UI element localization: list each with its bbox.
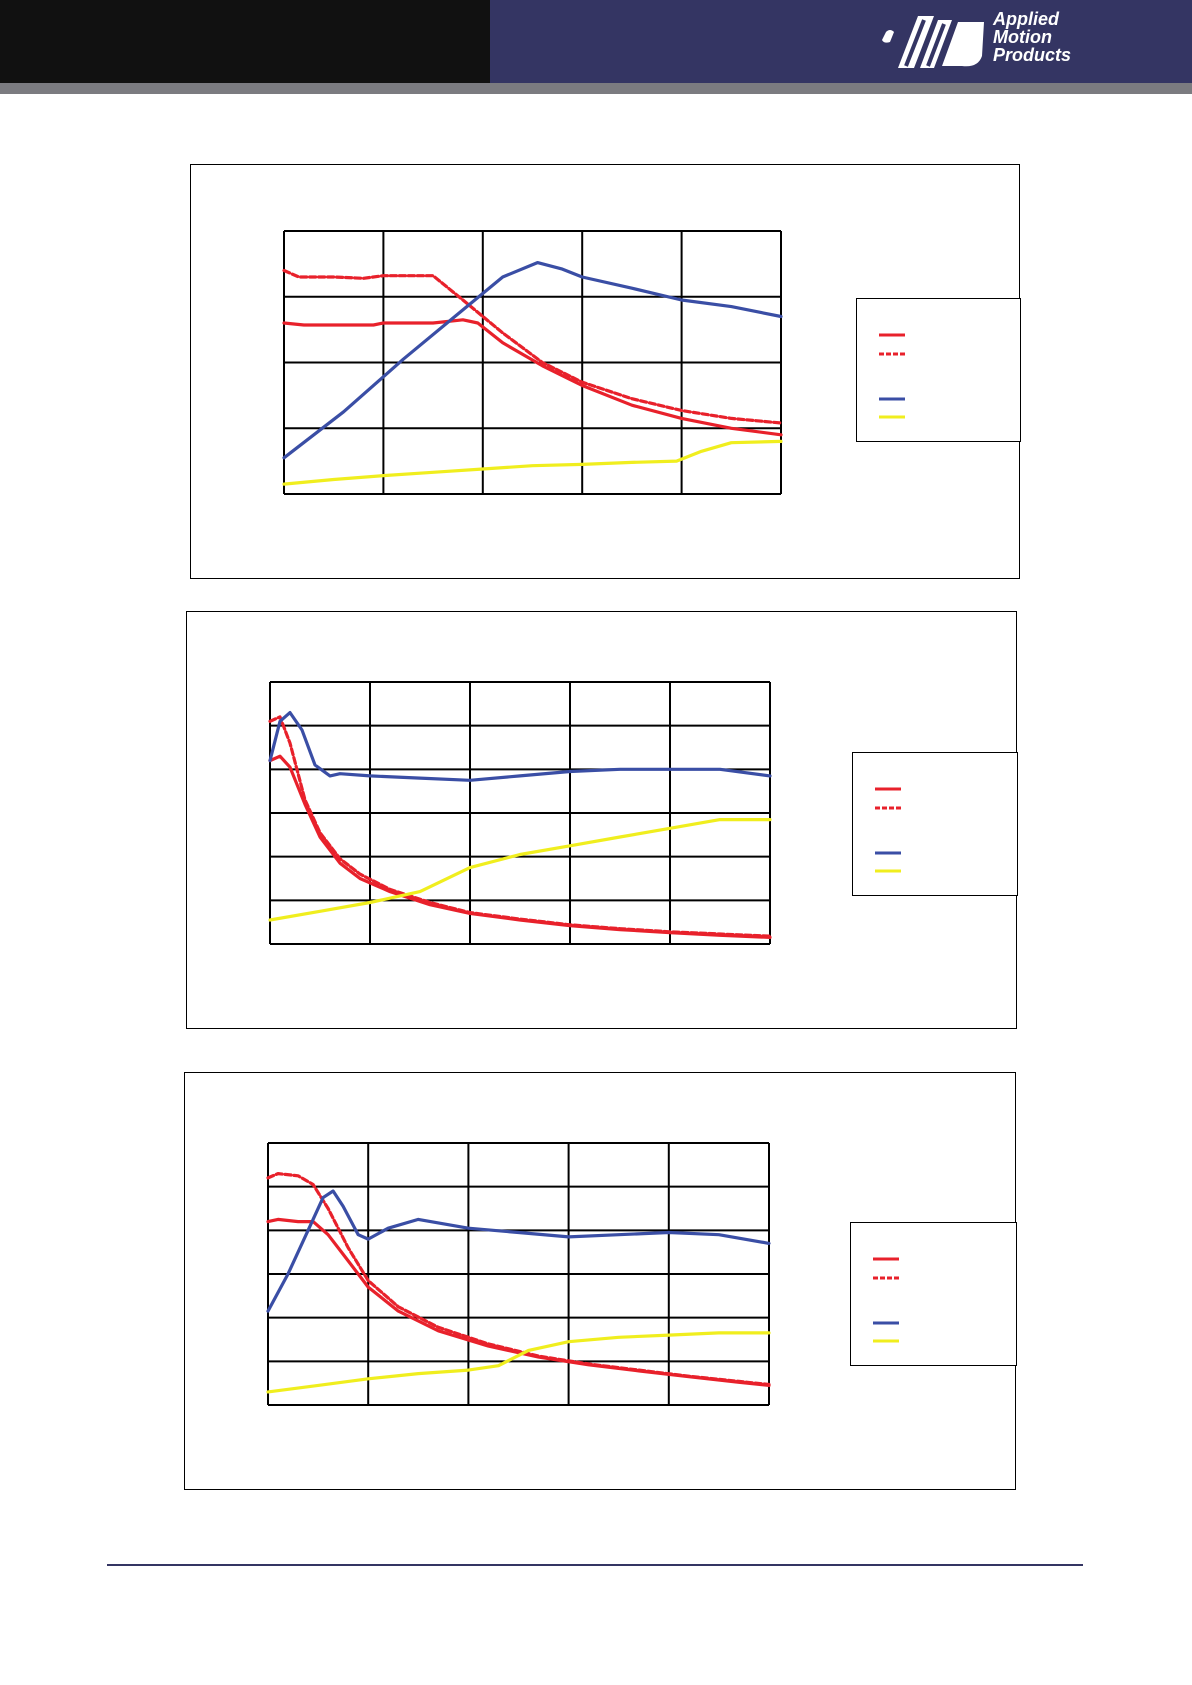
header-brand-band: [490, 0, 1192, 83]
chart-1-series-4-line: [282, 439, 783, 486]
chart-1-legend: [856, 298, 1021, 442]
chart-2: [268, 681, 772, 945]
logo-line-2: Motion: [993, 27, 1052, 47]
header-strip: [0, 83, 1192, 94]
logo-line-1: Applied: [993, 9, 1059, 29]
chart-2-legend: [852, 752, 1018, 896]
chart-panel-2: [186, 611, 1018, 1029]
chart-2-series-2-line: [268, 715, 772, 938]
chart-2-series-3-line: [268, 711, 772, 782]
chart-panel-1: [190, 164, 1021, 579]
company-logo: Applied Motion Products: [878, 8, 1088, 78]
chart-3-series-3-line: [266, 1189, 771, 1313]
chart-panel-3: [184, 1072, 1017, 1490]
chart-1-series-2-line: [282, 268, 783, 425]
chart-3: [266, 1142, 771, 1406]
chart-3-legend: [850, 1222, 1017, 1366]
chart-1-series-3-line: [282, 261, 783, 460]
logo-mark-icon: [882, 16, 984, 68]
chart-2-series-4-line: [268, 818, 772, 922]
chart-3-series-4-line: [266, 1331, 771, 1394]
chart-1-series-1-line: [282, 318, 783, 437]
chart-1: [282, 230, 783, 495]
logo-line-3: Products: [993, 45, 1072, 65]
logo-text: Applied Motion Products: [993, 10, 1071, 64]
header-dark-band: [0, 0, 490, 83]
chart-2-series-1-line: [268, 754, 772, 939]
chart-3-series-2-line: [266, 1172, 771, 1387]
footer-rule: [107, 1564, 1083, 1566]
